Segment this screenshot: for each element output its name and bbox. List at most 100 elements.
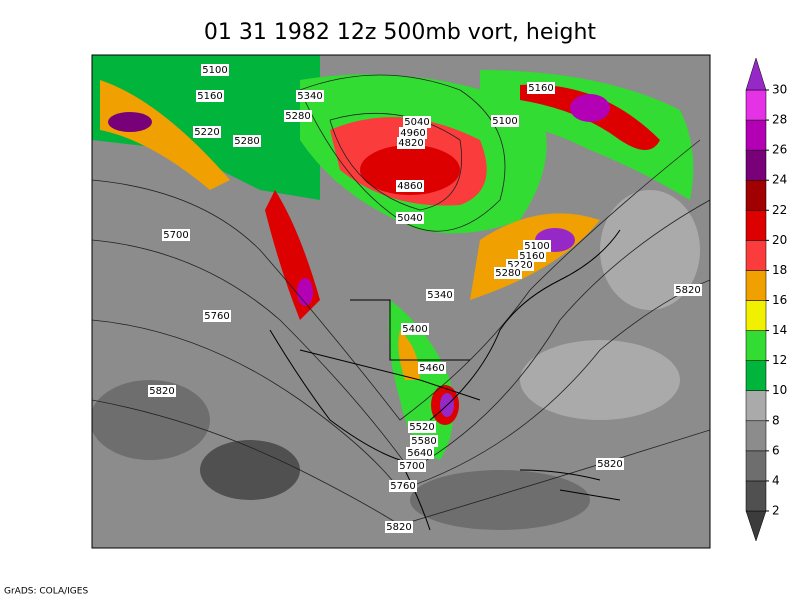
colorbar-band <box>745 179 767 211</box>
contour-label-box <box>396 180 424 192</box>
contour-label: 5400 <box>402 324 427 335</box>
contour-label: 5760 <box>390 481 415 492</box>
colorbar-tick-label: 8 <box>772 413 780 427</box>
contour-label-box <box>203 310 231 322</box>
contour-label: 4820 <box>398 138 423 149</box>
colorbar-tick-label: 28 <box>772 113 787 127</box>
contour-label: 5100 <box>492 116 517 127</box>
contour-label: 5220 <box>507 260 532 271</box>
contour-label-box <box>284 110 312 122</box>
contour-label-box <box>397 137 425 149</box>
colorbar-over <box>745 57 767 91</box>
contour-label-box <box>408 421 436 433</box>
contour-label: 5580 <box>411 436 436 447</box>
contour-label-box <box>406 447 434 459</box>
contour-label-box <box>523 240 551 252</box>
contour-label: 5460 <box>419 363 444 374</box>
vorticity-shading <box>92 55 700 530</box>
colorbar-band <box>745 480 767 512</box>
contour-label-box <box>233 135 261 147</box>
colorbar-tick-label: 20 <box>772 233 787 247</box>
colorbar-tick-label: 22 <box>772 203 787 217</box>
colorbar-band <box>745 149 767 181</box>
contour-label: 5640 <box>407 448 432 459</box>
contour-label: 5160 <box>197 91 222 102</box>
contour-label-box <box>398 460 426 472</box>
contour-label-box <box>426 289 454 301</box>
contour-label: 5040 <box>404 117 429 128</box>
contour-label-box <box>162 229 190 241</box>
contour-label-box <box>491 115 519 127</box>
colorbar-band <box>745 89 767 121</box>
contour-label-box <box>385 521 413 533</box>
colorbar-band <box>745 360 767 391</box>
contour-label: 4860 <box>397 181 422 192</box>
contour-label: 5700 <box>163 230 188 241</box>
colorbar-band <box>745 300 767 331</box>
contour-label-box <box>596 458 624 470</box>
contour-label: 5160 <box>528 83 553 94</box>
colorbar-band <box>745 420 767 452</box>
colorbar-tick-label: 18 <box>772 263 787 277</box>
contour-label-box <box>296 90 324 102</box>
contour-label-box <box>201 64 229 76</box>
colorbar-band <box>745 119 767 151</box>
contour-label: 5040 <box>397 213 422 224</box>
contour-label: 5760 <box>204 311 229 322</box>
contour-label-box <box>674 284 702 296</box>
contour-label-box <box>403 116 431 128</box>
colorbar-tick-label: 4 <box>772 473 780 487</box>
contour-label-box <box>396 212 424 224</box>
contour-label: 5820 <box>597 459 622 470</box>
contour-label: 5820 <box>149 386 174 397</box>
footer: GrADS: COLA/IGES <box>4 587 88 597</box>
contour-label: 5520 <box>409 422 434 433</box>
colorbar-band <box>745 240 767 271</box>
contour-label: 4960 <box>400 128 425 139</box>
contour-label-box <box>410 435 438 447</box>
contour-label-box <box>494 267 522 279</box>
colorbar-tick-label: 2 <box>772 504 780 518</box>
contour-label-box <box>389 480 417 492</box>
contour-label: 5700 <box>399 461 424 472</box>
colorbar-tick-label: 26 <box>772 143 787 157</box>
contour-label: 5340 <box>297 91 322 102</box>
colorbar-tick-label: 16 <box>772 293 787 307</box>
contour-label: 5280 <box>234 136 259 147</box>
contour-label: 5340 <box>427 290 452 301</box>
colorbar-tick-label: 24 <box>772 173 787 187</box>
map-frame <box>91 54 711 549</box>
colorbar-band <box>745 450 767 482</box>
contour-label: 5280 <box>285 111 310 122</box>
colorbar-band <box>745 270 767 301</box>
contour-label-box <box>401 323 429 335</box>
contour-label: 5160 <box>519 251 544 262</box>
colorbar-tick-label: 14 <box>772 323 787 337</box>
contour-label-box <box>193 126 221 138</box>
colorbar-band <box>745 210 767 241</box>
colorbar-tick-label: 6 <box>772 443 780 457</box>
contour-label-box <box>399 127 427 139</box>
contour-label: 5100 <box>524 241 549 252</box>
colorbar-tick-label: 30 <box>772 83 787 97</box>
contour-label-box <box>418 362 446 374</box>
contour-label: 5280 <box>495 268 520 279</box>
colorbar-tick-label: 10 <box>772 383 787 397</box>
coastlines <box>269 229 621 531</box>
contour-label: 5820 <box>386 522 411 533</box>
colorbar-tick-label: 12 <box>772 353 787 367</box>
contour-label: 5100 <box>202 65 227 76</box>
contour-label-box <box>148 385 176 397</box>
colorbar-band <box>745 390 767 422</box>
contour-label: 5820 <box>675 285 700 296</box>
contour-label: 5220 <box>194 127 219 138</box>
title: 01 31 1982 12z 500mb vort, height <box>204 20 597 45</box>
contour-label-box <box>527 82 555 94</box>
colorbar-under <box>745 510 767 542</box>
contour-label-box <box>196 90 224 102</box>
colorbar-band <box>745 330 767 361</box>
